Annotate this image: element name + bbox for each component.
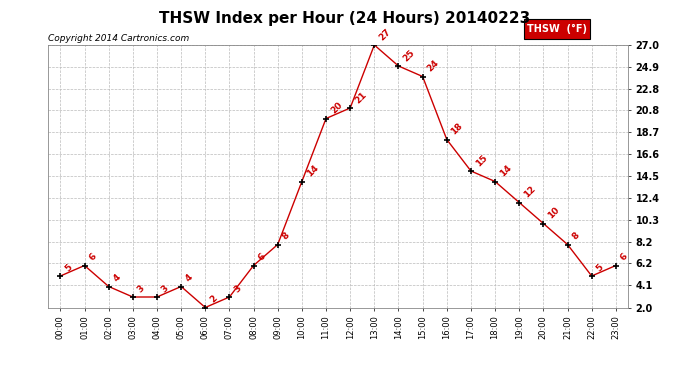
Text: 25: 25 [402, 48, 417, 63]
Text: 2: 2 [208, 294, 219, 305]
Text: 4: 4 [184, 273, 195, 284]
Text: 5: 5 [595, 262, 605, 273]
Text: 4: 4 [112, 273, 122, 284]
Text: 14: 14 [498, 164, 513, 179]
Text: 12: 12 [522, 184, 538, 200]
Text: 6: 6 [88, 252, 98, 263]
Text: 10: 10 [546, 206, 561, 221]
Text: 21: 21 [353, 90, 368, 105]
Text: Copyright 2014 Cartronics.com: Copyright 2014 Cartronics.com [48, 34, 190, 43]
Text: 14: 14 [305, 164, 320, 179]
Text: 6: 6 [619, 252, 629, 263]
Text: 3: 3 [160, 284, 170, 294]
Text: 3: 3 [233, 284, 243, 294]
Text: THSW  (°F): THSW (°F) [527, 24, 587, 34]
Text: 24: 24 [426, 58, 441, 74]
Text: 15: 15 [474, 153, 489, 168]
Text: 8: 8 [571, 231, 581, 242]
Text: 20: 20 [329, 100, 344, 116]
Text: 5: 5 [63, 262, 74, 273]
Text: 8: 8 [281, 231, 291, 242]
Text: 3: 3 [136, 284, 146, 294]
Text: 27: 27 [377, 27, 393, 42]
Text: THSW Index per Hour (24 Hours) 20140223: THSW Index per Hour (24 Hours) 20140223 [159, 11, 531, 26]
Text: 6: 6 [257, 252, 267, 263]
Text: 18: 18 [450, 122, 465, 137]
